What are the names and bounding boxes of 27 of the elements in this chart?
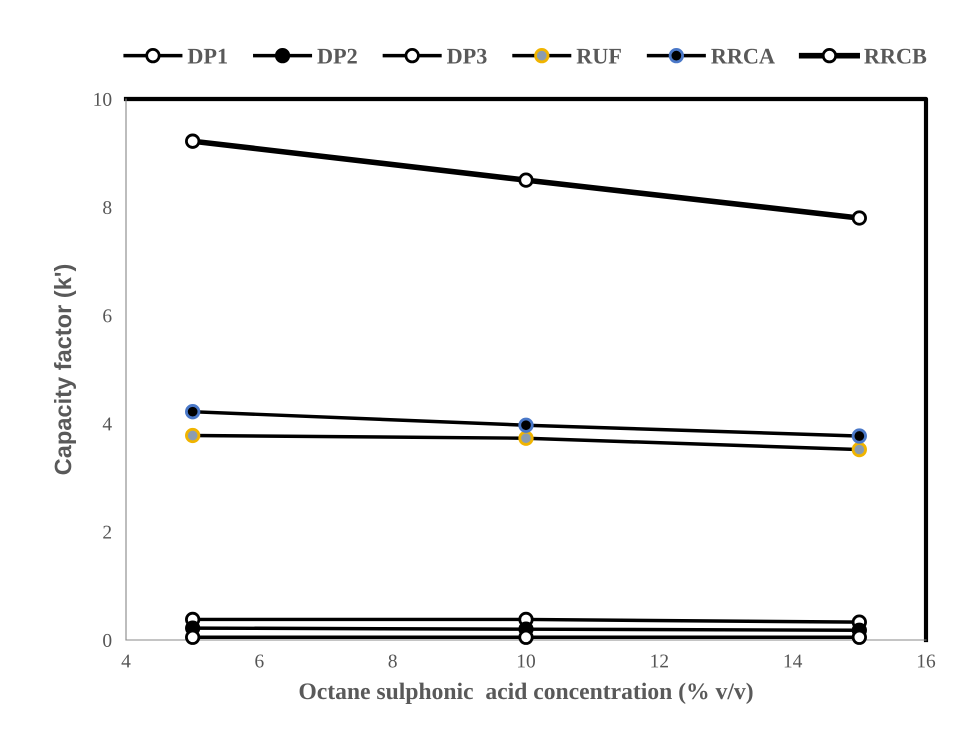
x-tick-label: 4	[122, 654, 131, 668]
y-tick-label: 10	[94, 92, 112, 106]
y-axis-title: Capacity factor (k')	[54, 264, 76, 474]
x-tick-label: 12	[651, 654, 668, 668]
legend-label: RRCB	[864, 48, 926, 64]
y-tick-label: 6	[103, 309, 112, 322]
point	[518, 418, 534, 433]
legend-label: DP2	[317, 48, 357, 64]
legend-label: DP3	[447, 48, 487, 64]
y-tick-label: 0	[103, 634, 112, 647]
x-tick-label: 16	[918, 654, 936, 668]
point	[852, 210, 867, 226]
point	[852, 428, 867, 444]
point	[185, 404, 200, 420]
legend-label: RRCA	[711, 48, 775, 64]
x-axis-title: Octane sulphonic acid concentration (% v/v)	[300, 682, 753, 704]
point	[185, 134, 200, 149]
y-tick-label: 2	[103, 526, 112, 539]
y-tick-label: 4	[102, 418, 112, 430]
legend-label: DP1	[188, 48, 227, 64]
y-tick-label: 8	[103, 201, 112, 214]
x-tick-label: 10	[518, 654, 535, 668]
x-tick-label: 8	[388, 654, 397, 668]
x-tick-label: 14	[784, 654, 802, 668]
x-tick-label: 6	[255, 654, 264, 668]
legend-label: RUF	[576, 48, 621, 64]
point	[518, 172, 534, 188]
